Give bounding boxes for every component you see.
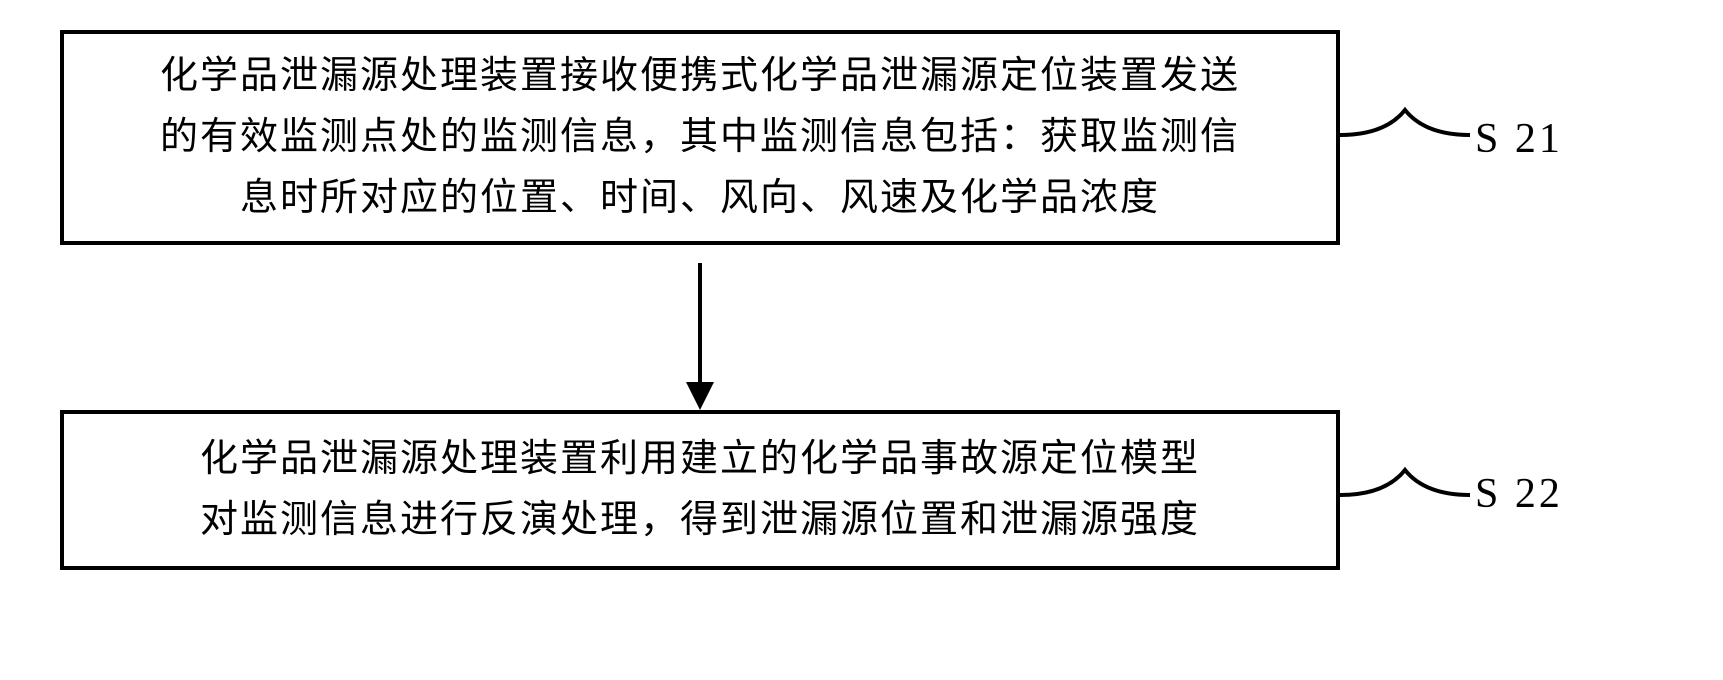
node-text-line: 息时所对应的位置、时间、风向、风速及化学品浓度 [240,168,1160,229]
node-text-line: 化学品泄漏源处理装置接收便携式化学品泄漏源定位装置发送 [160,46,1240,107]
node-label-s21: S 21 [1475,115,1563,163]
arrow-head-icon [686,382,714,410]
flowchart-node-s21: 化学品泄漏源处理装置接收便携式化学品泄漏源定位装置发送 的有效监测点处的监测信息… [60,30,1340,245]
connector-curve-icon [1335,460,1475,530]
flowchart-arrow [60,245,1340,410]
arrow-line [698,263,702,393]
connector-curve-icon [1335,100,1475,170]
node-text-line: 化学品泄漏源处理装置利用建立的化学品事故源定位模型 [200,429,1200,490]
flowchart-node-s22: 化学品泄漏源处理装置利用建立的化学品事故源定位模型 对监测信息进行反演处理，得到… [60,410,1340,570]
node-text-line: 的有效监测点处的监测信息，其中监测信息包括：获取监测信 [160,107,1240,168]
node-text-line: 对监测信息进行反演处理，得到泄漏源位置和泄漏源强度 [200,490,1200,551]
node-label-s22: S 22 [1475,470,1563,518]
